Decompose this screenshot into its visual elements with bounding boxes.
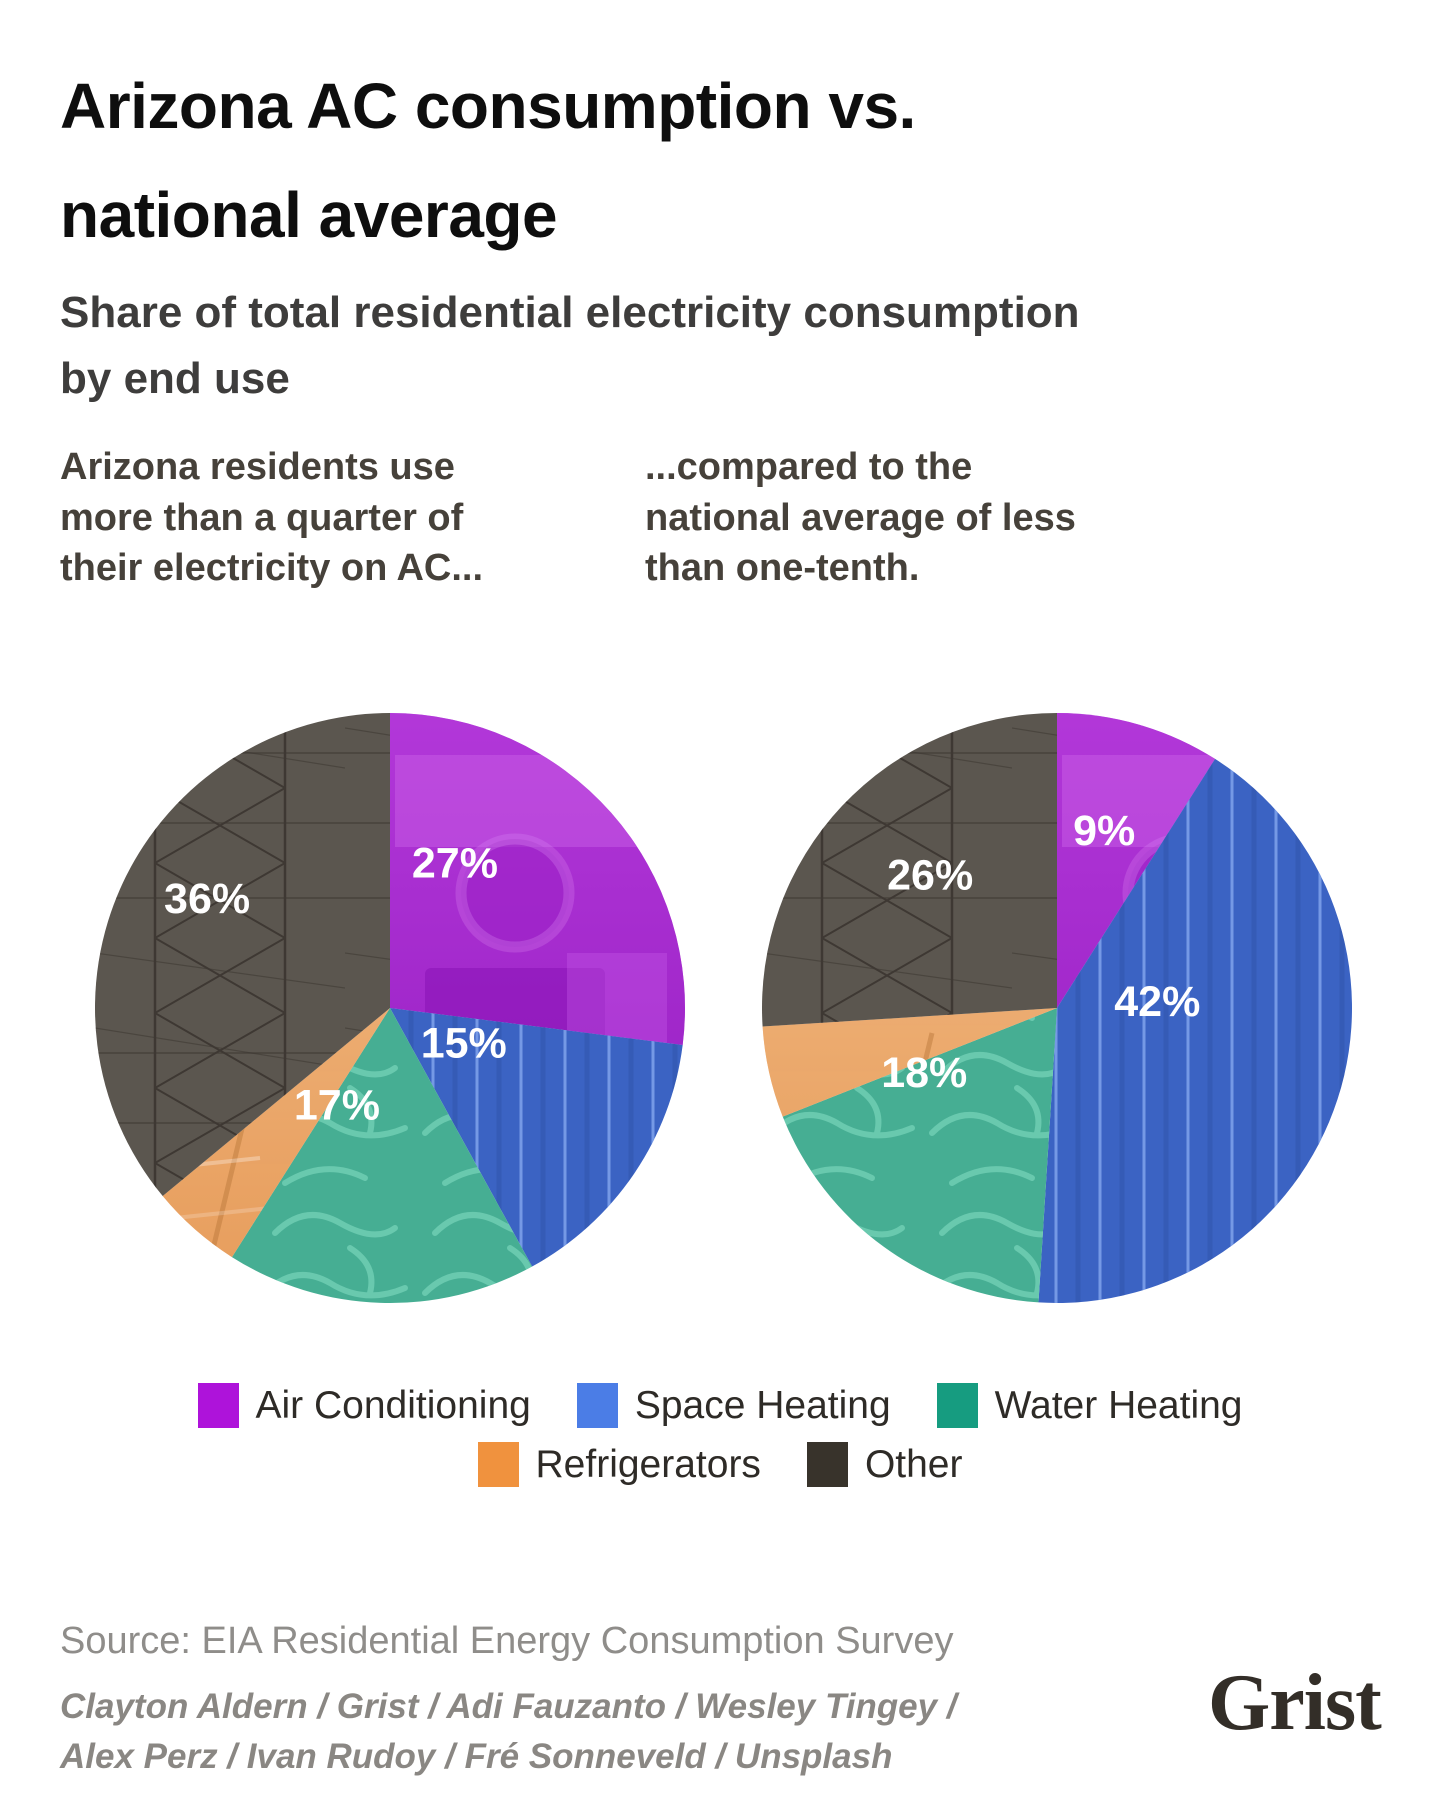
credits: Clayton Aldern / Grist / Adi Fauzanto / … [60, 1687, 957, 1776]
pie-slice-texture-refrigerators [762, 1008, 1057, 1117]
slice-label-other: 26% [887, 851, 973, 899]
page-subtitle: Share of total residential electricity c… [60, 288, 1080, 403]
legend-label-refrigerators: Refrigerators [535, 1442, 761, 1486]
legend-item-air-conditioning: Air Conditioning [197, 1383, 531, 1428]
slice-label-space_heating: 15% [421, 1019, 507, 1067]
legend-row-2: Refrigerators Other [477, 1442, 963, 1487]
pie-chart-national: 9% 42% 18% 26% [762, 713, 1352, 1303]
legend-item-refrigerators: Refrigerators [477, 1442, 761, 1487]
pie-chart-arizona: 27% 15% 17% 36% [95, 713, 685, 1303]
slice-label-water_heating: 17% [294, 1081, 380, 1129]
pie-slice-texture-ac [390, 713, 685, 1045]
slice-label-space_heating: 42% [1114, 978, 1200, 1026]
legend-item-space-heating: Space Heating [576, 1383, 891, 1428]
grist-logo: Grist [1208, 1659, 1382, 1747]
legend-label-other: Other [864, 1442, 963, 1486]
legend-swatch-refrigerators [477, 1442, 519, 1487]
legend-swatch-air-conditioning [197, 1383, 239, 1428]
legend-item-water-heating: Water Heating [936, 1383, 1243, 1428]
pie-slice-texture-ac [1057, 713, 1216, 1008]
legend-swatch-water-heating [936, 1383, 978, 1428]
source-note: Source: EIA Residential Energy Consumpti… [60, 1620, 954, 1662]
legend-swatch-other [806, 1442, 848, 1487]
slice-label-other: 36% [164, 875, 250, 923]
legend-label-air-conditioning: Air Conditioning [255, 1383, 531, 1427]
pie-slice-texture-space_heating [1038, 758, 1352, 1303]
pie-slice-texture-space_heating [390, 1008, 683, 1267]
legend-label-water-heating: Water Heating [994, 1383, 1243, 1427]
slice-label-water_heating: 18% [881, 1049, 967, 1097]
legend-row-1: Air Conditioning Space Heating Water Hea… [197, 1383, 1243, 1428]
page-title: Arizona AC consumption vs. national aver… [60, 70, 916, 251]
pie-slice-texture-other [762, 713, 1057, 1027]
legend-item-other: Other [806, 1442, 963, 1487]
pie-slice-texture-other [95, 713, 390, 1197]
slice-label-ac: 9% [1073, 807, 1135, 855]
legend: Air Conditioning Space Heating Water Hea… [0, 1383, 1440, 1487]
pie-slice-texture-water_heating [231, 1008, 533, 1303]
annotation-national: ...compared to the national average of l… [645, 446, 1076, 590]
legend-swatch-space-heating [576, 1383, 618, 1428]
pie-slice-texture-water_heating [782, 1008, 1057, 1303]
annotation-arizona: Arizona residents use more than a quarte… [60, 446, 484, 590]
pie-slice-texture-refrigerators [162, 1008, 390, 1258]
slice-label-ac: 27% [412, 839, 498, 887]
legend-label-space-heating: Space Heating [634, 1383, 891, 1427]
